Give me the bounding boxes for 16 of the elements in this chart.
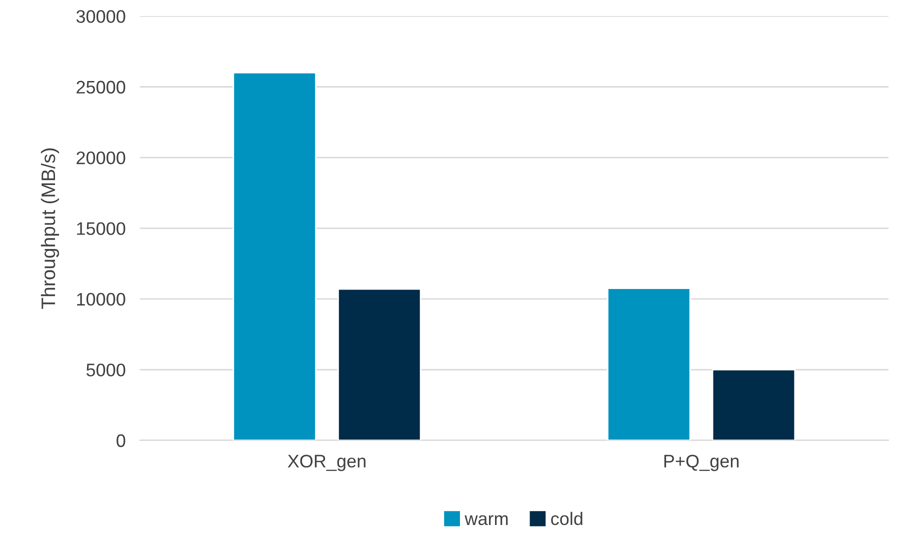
y-tick-label: 0	[116, 434, 126, 448]
y-tick-label: 25000	[76, 80, 126, 94]
y-axis-title: Throughput (MB/s)	[40, 148, 60, 309]
bar	[712, 368, 796, 440]
bar	[232, 72, 316, 440]
legend-label: cold	[551, 512, 582, 526]
x-tick-label: XOR_gen	[288, 454, 366, 472]
y-tick-label: 10000	[77, 292, 126, 306]
y-tick-label: 15000	[77, 222, 126, 235]
bar	[607, 288, 691, 440]
y-tick-label: 5000	[86, 364, 126, 376]
bar	[338, 288, 422, 440]
x-tick-label: P+Q_gen	[664, 454, 739, 472]
y-tick-label: 20000	[76, 152, 126, 164]
y-tick-label: 30000	[76, 10, 126, 23]
legend-label: warm	[464, 515, 508, 526]
